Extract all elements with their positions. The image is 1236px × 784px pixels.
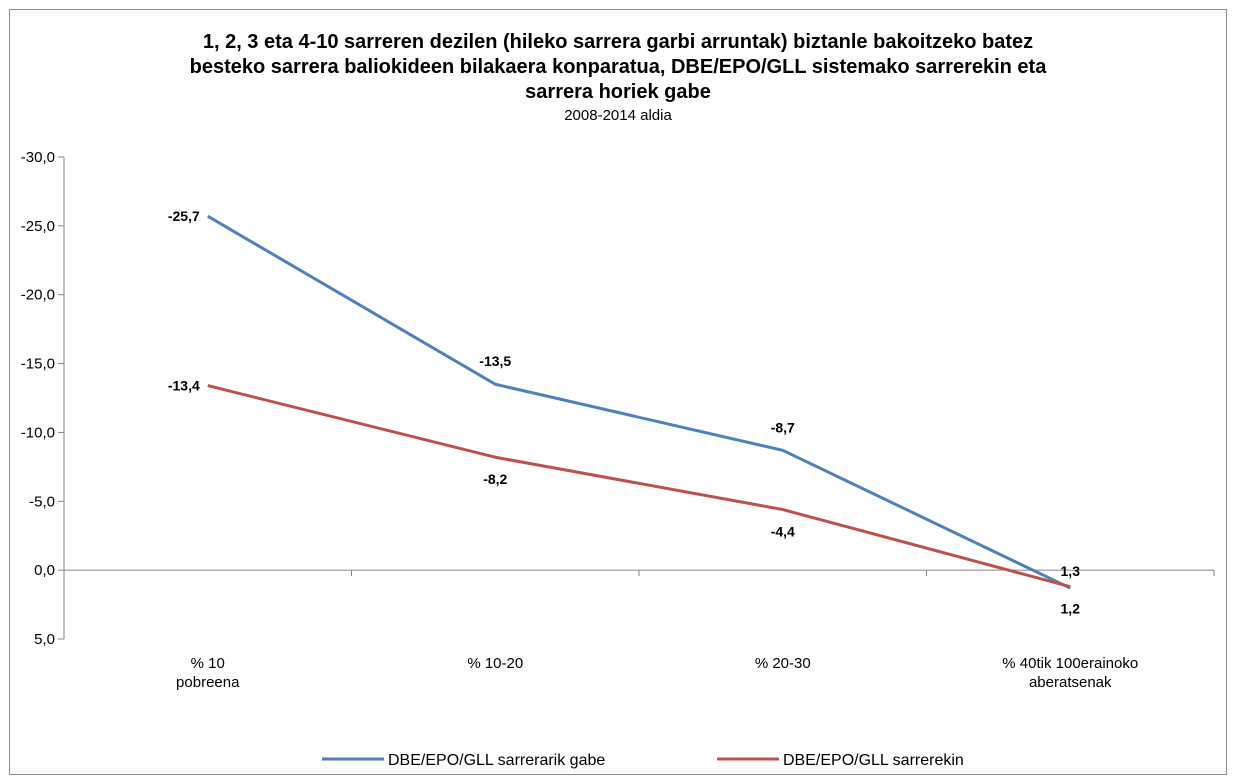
legend-entry: DBE/EPO/GLL sarrerarik gabe (388, 752, 605, 769)
series-line-1 (206, 214, 1071, 590)
x-tick-label: % 20-30 (755, 655, 811, 672)
chart-title: 1, 2, 3 eta 4-10 sarreren dezilen (hilek… (190, 31, 1048, 124)
x-tick-label: % 40tik 100erainoko aberatsenak (1002, 655, 1138, 691)
chart-title-line-2: besteko sarrera baliokideen bilakaera ko… (190, 56, 1048, 78)
x-tick-label: % 10 pobreena (176, 655, 240, 691)
chart-title-line-1: 1, 2, 3 eta 4-10 sarreren dezilen (hilek… (203, 31, 1033, 53)
data-label: -8,7 (771, 419, 795, 435)
legend: DBE/EPO/GLL sarrerarik gabe DBE/EPO/GLL s… (322, 752, 964, 769)
series-lines (206, 214, 1071, 590)
data-labels: -25,7 -13,5 -8,7 1,3 -13,4 -8,2 -4,4 1,2 (168, 208, 1080, 616)
series-line-2 (207, 384, 1071, 589)
data-label: 1,2 (1061, 601, 1081, 617)
y-tick-label: 0,0 (34, 562, 55, 579)
data-label: -25,7 (168, 208, 200, 224)
y-tick-label: -5,0 (29, 493, 55, 510)
y-tick-label: -10,0 (21, 424, 55, 441)
data-label: -13,5 (479, 353, 511, 369)
chart-subtitle: 2008-2014 aldia (564, 107, 672, 124)
chart-frame (9, 9, 1227, 775)
x-axis-labels: % 10 pobreena % 10-20 % 20-30 % 40tik 100era… (176, 655, 1138, 691)
data-label: -8,2 (483, 471, 507, 487)
y-tick-label: -15,0 (21, 356, 55, 373)
chart-title-line-3: sarrera horiek gabe (525, 81, 711, 103)
chart-axes: -30,0 -25,0 -20,0 -15,0 -10,0 -5,0 0,0 5,0 (21, 149, 1215, 648)
data-label: -4,4 (771, 524, 795, 540)
data-label: -13,4 (168, 378, 200, 394)
y-tick-label: -20,0 (21, 287, 55, 304)
y-tick-label: -25,0 (21, 218, 55, 235)
data-label: 1,3 (1061, 563, 1081, 579)
y-tick-label: -30,0 (21, 149, 55, 166)
legend-entry: DBE/EPO/GLL sarrerekin (783, 752, 964, 769)
y-tick-label: 5,0 (34, 631, 55, 648)
x-tick-label: % 10-20 (467, 655, 523, 672)
